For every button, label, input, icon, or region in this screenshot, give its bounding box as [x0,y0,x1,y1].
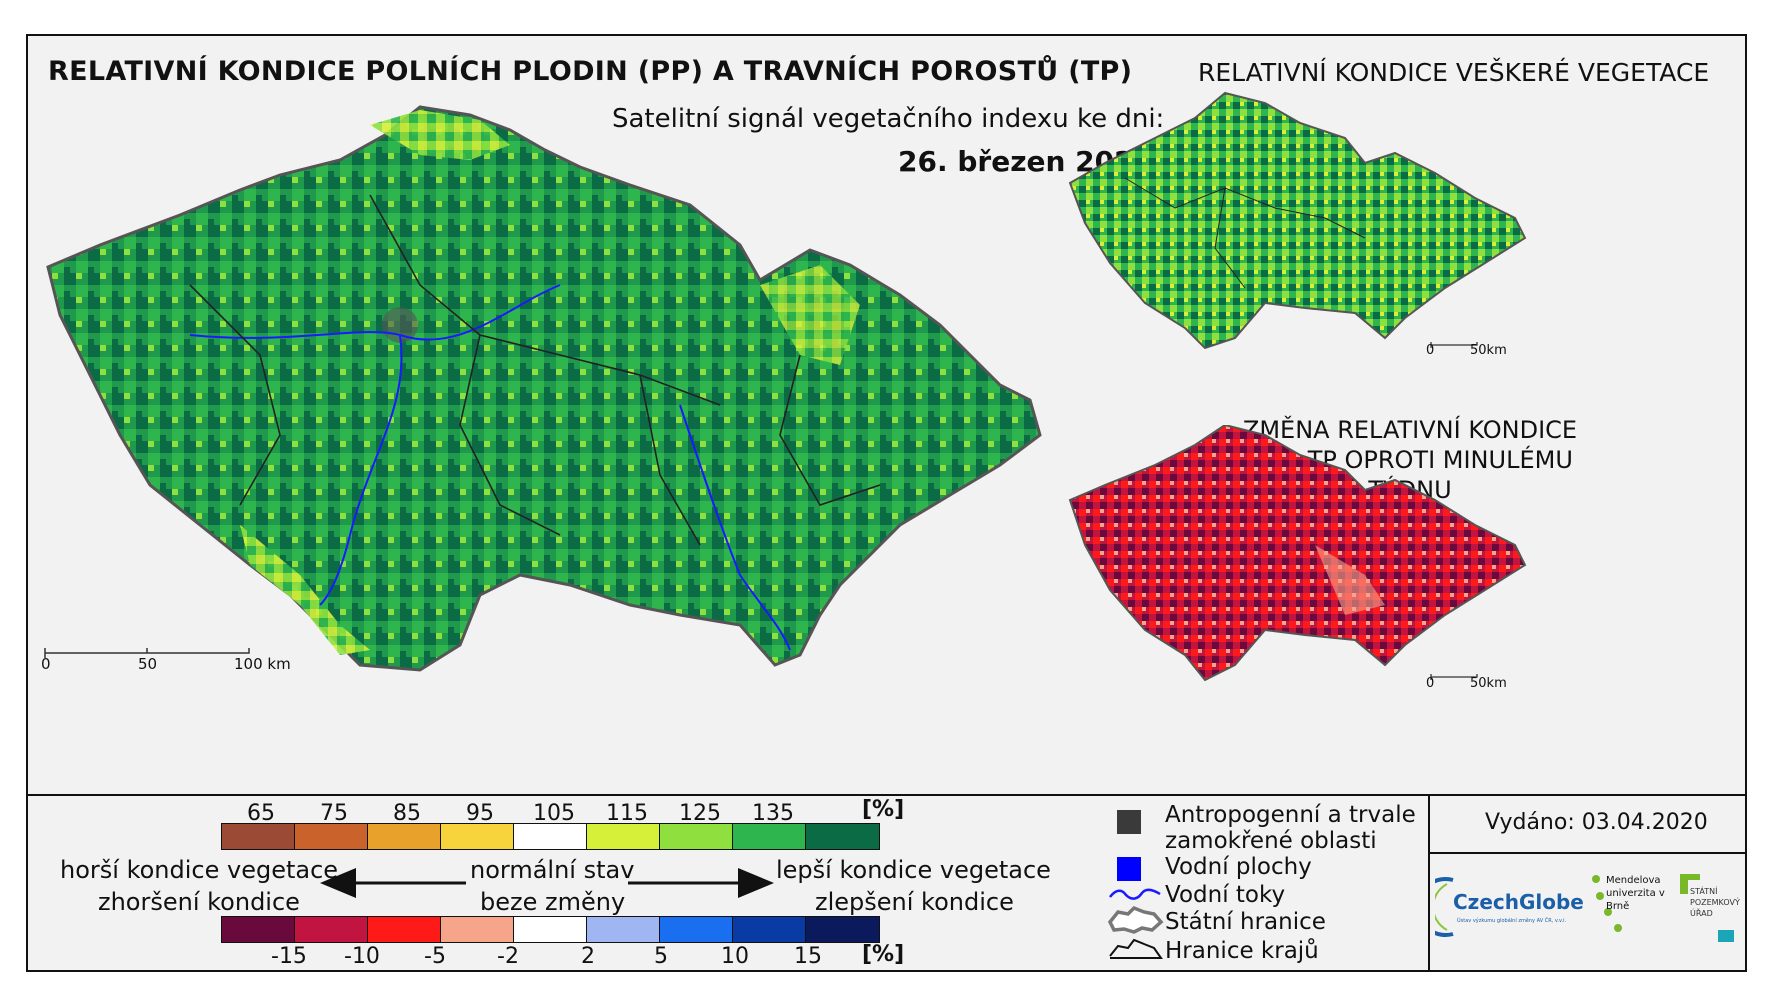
color-swatch [806,824,879,849]
color-swatch [222,824,295,849]
change-tick: 5 [654,944,668,969]
change-unit: [%] [862,942,905,967]
mini-scale-50-bottom: 50km [1470,676,1507,691]
change-tick: -5 [424,944,446,969]
scale-label-zero: 0 [41,655,51,673]
color-swatch [368,824,441,849]
main-scale-bar [44,648,250,658]
color-swatch [514,824,587,849]
color-swatch [514,917,587,942]
worse-condition-label: horší kondice vegetace [60,856,339,884]
river [319,334,403,606]
scale-label-50: 50 [138,655,158,673]
legend-divider [26,794,1747,796]
river-label: Vodní toky [1165,882,1286,908]
spu-logo: STÁTNÍ POZEMKOVÝ ÚŘAD [1678,872,1740,944]
condition-tick: 125 [679,801,721,826]
czech-republic-shape [46,105,1042,672]
condition-tick: 75 [320,801,348,826]
color-swatch [222,917,295,942]
no-change-label: beze změny [480,888,626,916]
change-tick: -2 [497,944,519,969]
color-swatch [295,824,368,849]
czechglobe-subtitle: Ústav výzkumu globální změny AV ČR, v.v.… [1457,918,1567,924]
river [679,404,791,651]
light-green-area-north [370,110,510,160]
mini-scale-bar-bottom [1430,674,1478,680]
water-body-label: Vodní plochy [1165,854,1312,880]
main-condition-map [46,105,1042,672]
anthropogenic-area-label: Antropogenní a trvale zamokřené oblasti [1165,802,1416,854]
change-tick: 2 [581,944,595,969]
color-swatch [368,917,441,942]
issued-date: Vydáno: 03.04.2020 [1485,810,1708,835]
better-change-label: zlepšení kondice [815,888,1014,916]
color-swatch [660,917,733,942]
worse-change-label: zhoršení kondice [98,888,300,916]
change-tick: 15 [794,944,822,969]
mini-scale-bar-top [1430,342,1478,348]
condition-unit: [%] [862,797,905,822]
czechglobe-logo: CzechGlobe Ústav výzkumu globální změny … [1415,870,1593,940]
all-vegetation-title: RELATIVNÍ KONDICE VEŠKERÉ VEGETACE [1198,58,1710,87]
condition-tick: 65 [247,801,275,826]
czechglobe-wordmark: CzechGlobe [1453,890,1584,914]
region-border-label: Hranice krajů [1165,938,1319,964]
issued-divider [1428,852,1747,854]
all-vegetation-map [1068,91,1527,350]
mini-scale-50-top: 50km [1470,343,1507,358]
left-arrow-icon [320,868,466,898]
scale-label-100: 100 km [234,655,291,673]
state-border-label: Státní hranice [1165,909,1326,935]
color-swatch [733,917,806,942]
change-tick: 10 [721,944,749,969]
mini-scale-zero-bottom: 0 [1426,676,1435,691]
color-swatch [587,824,660,849]
subtitle: Satelitní signál vegetačního indexu ke d… [612,104,1165,134]
change-tick: -10 [344,944,380,969]
anthropogenic-area-swatch [1117,810,1141,834]
better-condition-label: lepší kondice vegetace [776,856,1051,884]
condition-tick: 135 [752,801,794,826]
color-swatch [806,917,879,942]
spu-wordmark: STÁTNÍ POZEMKOVÝ ÚŘAD [1690,887,1740,918]
legend-divider-vertical [1428,794,1430,972]
color-swatch [441,824,514,849]
condition-tick: 85 [393,801,421,826]
water-body-swatch [1117,857,1141,881]
state-border-icon [1107,905,1164,934]
condition-tick: 115 [606,801,648,826]
color-swatch [295,917,368,942]
mini-scale-zero-top: 0 [1426,343,1435,358]
color-swatch [587,917,660,942]
normal-state-label: normální stav [470,856,635,884]
light-green-area-south [240,525,370,655]
right-arrow-icon [628,868,774,898]
river [189,284,561,341]
light-green-area-east [760,265,860,365]
mendel-university-logo: Mendelova univerzita v Brně [1590,870,1670,940]
river-line-icon [1109,888,1161,900]
change-color-bar [221,916,880,943]
region-boundary [189,194,881,546]
main-title: RELATIVNÍ KONDICE POLNÍCH PLODIN (PP) A … [48,56,1133,87]
condition-tick: 105 [533,801,575,826]
change-map [1068,425,1527,682]
color-swatch [441,917,514,942]
color-swatch [733,824,806,849]
region-border-icon [1109,938,1163,959]
color-swatch [660,824,733,849]
change-tick: -15 [271,944,307,969]
condition-color-bar [221,823,880,850]
mendel-university-wordmark: Mendelova univerzita v Brně [1606,875,1665,912]
condition-tick: 95 [466,801,494,826]
